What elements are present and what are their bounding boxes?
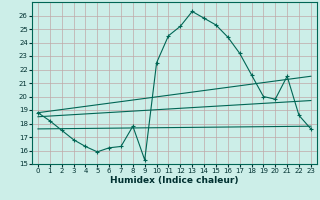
X-axis label: Humidex (Indice chaleur): Humidex (Indice chaleur) bbox=[110, 176, 239, 185]
